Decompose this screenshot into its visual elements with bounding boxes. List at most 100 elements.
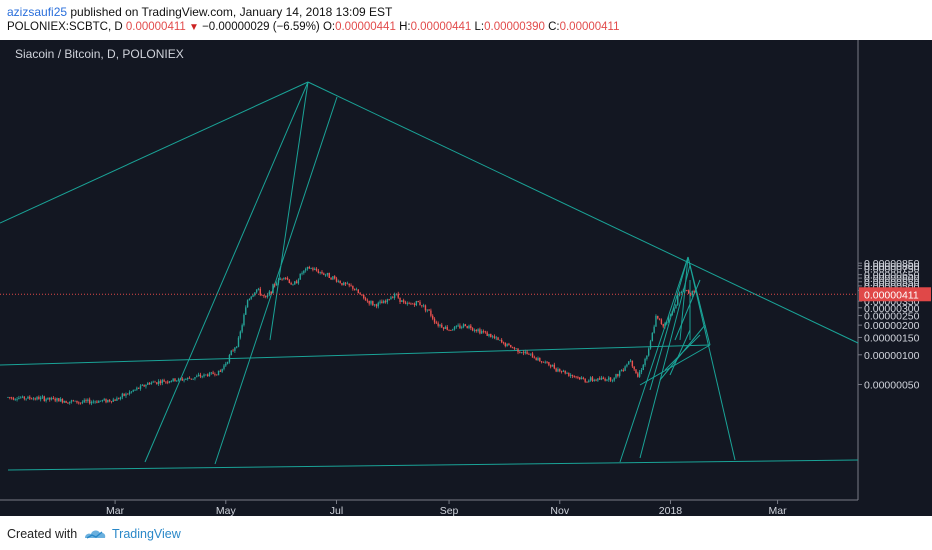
candle-body	[228, 355, 231, 362]
candle-body	[546, 361, 548, 363]
candle-body	[132, 390, 134, 392]
candle-body	[611, 380, 614, 382]
candle-body	[152, 381, 154, 383]
candle-body	[348, 283, 350, 286]
candle-body	[615, 374, 617, 378]
candle-body	[179, 378, 182, 380]
candle-body	[506, 343, 508, 347]
candle-body	[326, 272, 329, 275]
candle-body	[308, 267, 310, 269]
candle-body	[657, 315, 659, 319]
candle-body	[59, 398, 62, 402]
candle-body	[424, 305, 427, 311]
candle-body	[67, 402, 69, 404]
price-chart[interactable]: Siacoin / Bitcoin, D, POLONIEX 0.0000085…	[0, 40, 932, 516]
candle-body	[127, 393, 129, 395]
candle-body	[606, 379, 608, 381]
candle-body	[232, 350, 234, 352]
candle-body	[250, 296, 252, 299]
candle-body	[90, 402, 93, 404]
candle-body	[542, 361, 545, 363]
candle-body	[519, 352, 521, 354]
y-tick-label: 0.00000600	[864, 273, 920, 285]
author-link[interactable]: azizsaufi25	[7, 5, 68, 19]
candle-body	[488, 333, 490, 336]
candle-body	[549, 365, 552, 367]
created-with-label: Created with	[7, 527, 78, 541]
candle-body	[216, 374, 218, 376]
candle-body	[118, 398, 120, 400]
candle-body	[401, 300, 403, 302]
candle-body	[210, 372, 212, 374]
candle-body	[65, 401, 67, 403]
y-tick-label: 0.00000050	[864, 379, 920, 391]
candle-body	[522, 352, 525, 354]
candle-body	[647, 348, 650, 356]
candle-body	[497, 337, 499, 340]
candle-body	[359, 293, 361, 295]
candle-body	[295, 281, 298, 284]
candle-body	[281, 278, 283, 280]
candle-body	[609, 377, 612, 381]
trend-line	[639, 344, 711, 386]
candle-body	[185, 379, 187, 380]
candle-body	[245, 307, 247, 315]
candle-body	[364, 298, 367, 301]
candle-body	[511, 347, 514, 349]
candle-body	[321, 271, 323, 274]
candle-body	[490, 333, 492, 337]
candle-body	[219, 370, 222, 372]
candle-body	[667, 316, 670, 322]
candle-body	[212, 372, 214, 374]
low-label: L:	[474, 21, 485, 33]
candle-body	[205, 374, 207, 376]
candle-body	[137, 387, 140, 389]
candle-body	[642, 364, 644, 370]
candle-body	[417, 300, 419, 303]
candle-body	[355, 289, 358, 291]
candle-body	[50, 397, 53, 400]
low-value: 0.00000390	[484, 21, 545, 33]
close-value: 0.00000411	[559, 21, 620, 33]
candle-body	[136, 387, 138, 390]
candle-body	[433, 318, 436, 323]
candle-body	[194, 377, 196, 379]
candle-body	[334, 276, 336, 279]
candle-body	[317, 270, 320, 273]
candle-body	[591, 377, 594, 381]
candle-body	[613, 377, 615, 381]
y-tick-label: 0.00000300	[864, 303, 920, 315]
candle-body	[63, 401, 65, 403]
candle-body	[671, 311, 673, 315]
candle-body	[593, 379, 595, 381]
tradingview-brand-link[interactable]: TradingView	[112, 527, 181, 541]
candle-body	[473, 330, 476, 331]
candle-body	[315, 268, 318, 271]
down-arrow-icon: ▼	[188, 22, 199, 33]
candle-body	[190, 378, 193, 380]
candle-body	[306, 267, 309, 269]
tradingview-logo-icon[interactable]	[82, 526, 108, 542]
candle-body	[535, 358, 537, 361]
candle-body	[41, 396, 44, 398]
trend-lines	[0, 81, 859, 471]
candle-body	[237, 337, 240, 347]
candle-body	[277, 279, 280, 284]
last-price: 0.00000411	[125, 21, 186, 33]
candle-body	[560, 371, 563, 372]
candle-body	[225, 363, 227, 366]
candle-body	[148, 383, 151, 385]
candle-body	[457, 325, 459, 327]
candle-body	[628, 361, 630, 365]
candle-body	[504, 342, 507, 347]
candle-body	[312, 268, 314, 270]
candle-body	[633, 366, 635, 370]
candle-body	[328, 272, 330, 278]
candle-body	[56, 398, 58, 401]
candle-body	[626, 364, 628, 367]
candle-body	[112, 399, 114, 402]
candle-body	[406, 303, 408, 305]
x-tick-label: May	[216, 505, 237, 516]
candle-body	[290, 282, 292, 285]
candle-body	[415, 300, 418, 306]
